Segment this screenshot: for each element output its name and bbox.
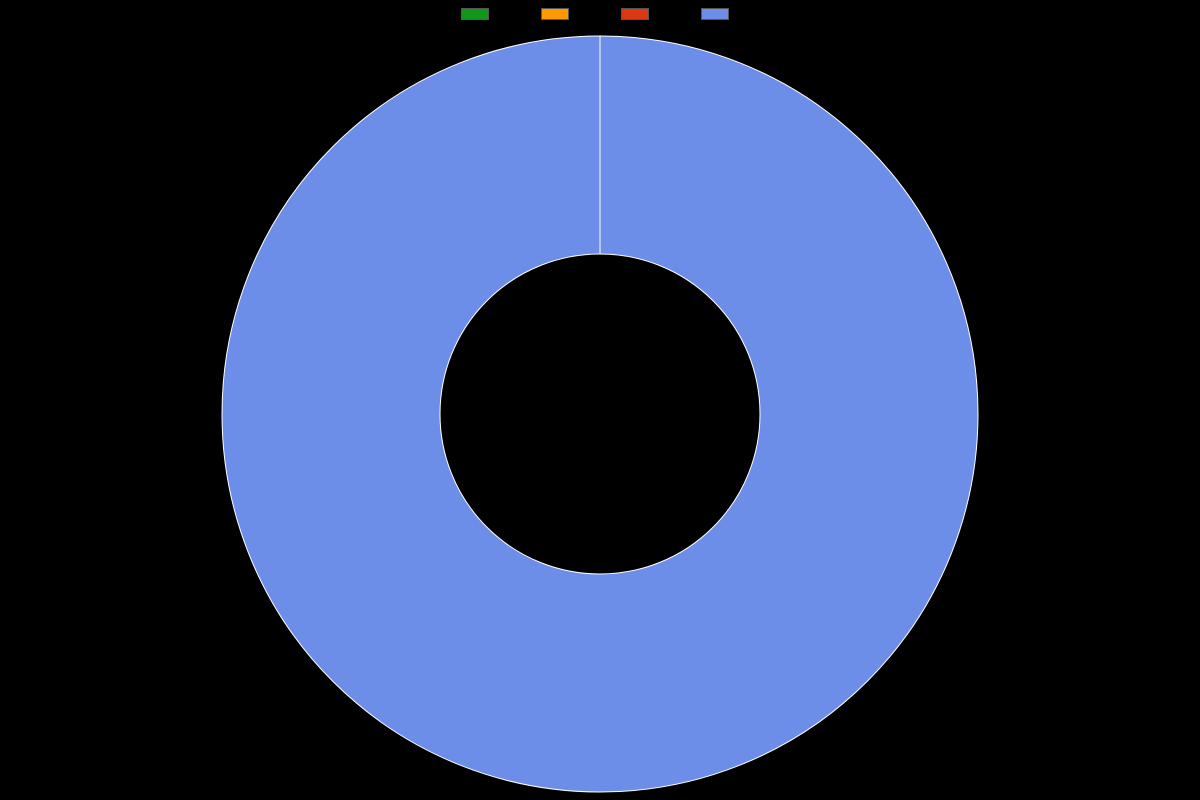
legend-item-0[interactable] <box>461 8 499 20</box>
donut-chart <box>0 28 1200 800</box>
legend-swatch-0 <box>461 8 489 20</box>
donut-chart-container <box>0 28 1200 800</box>
legend-swatch-2 <box>621 8 649 20</box>
legend-item-2[interactable] <box>621 8 659 20</box>
legend-swatch-1 <box>541 8 569 20</box>
legend-item-1[interactable] <box>541 8 579 20</box>
legend-item-3[interactable] <box>701 8 739 20</box>
legend-swatch-3 <box>701 8 729 20</box>
chart-legend <box>461 8 739 20</box>
